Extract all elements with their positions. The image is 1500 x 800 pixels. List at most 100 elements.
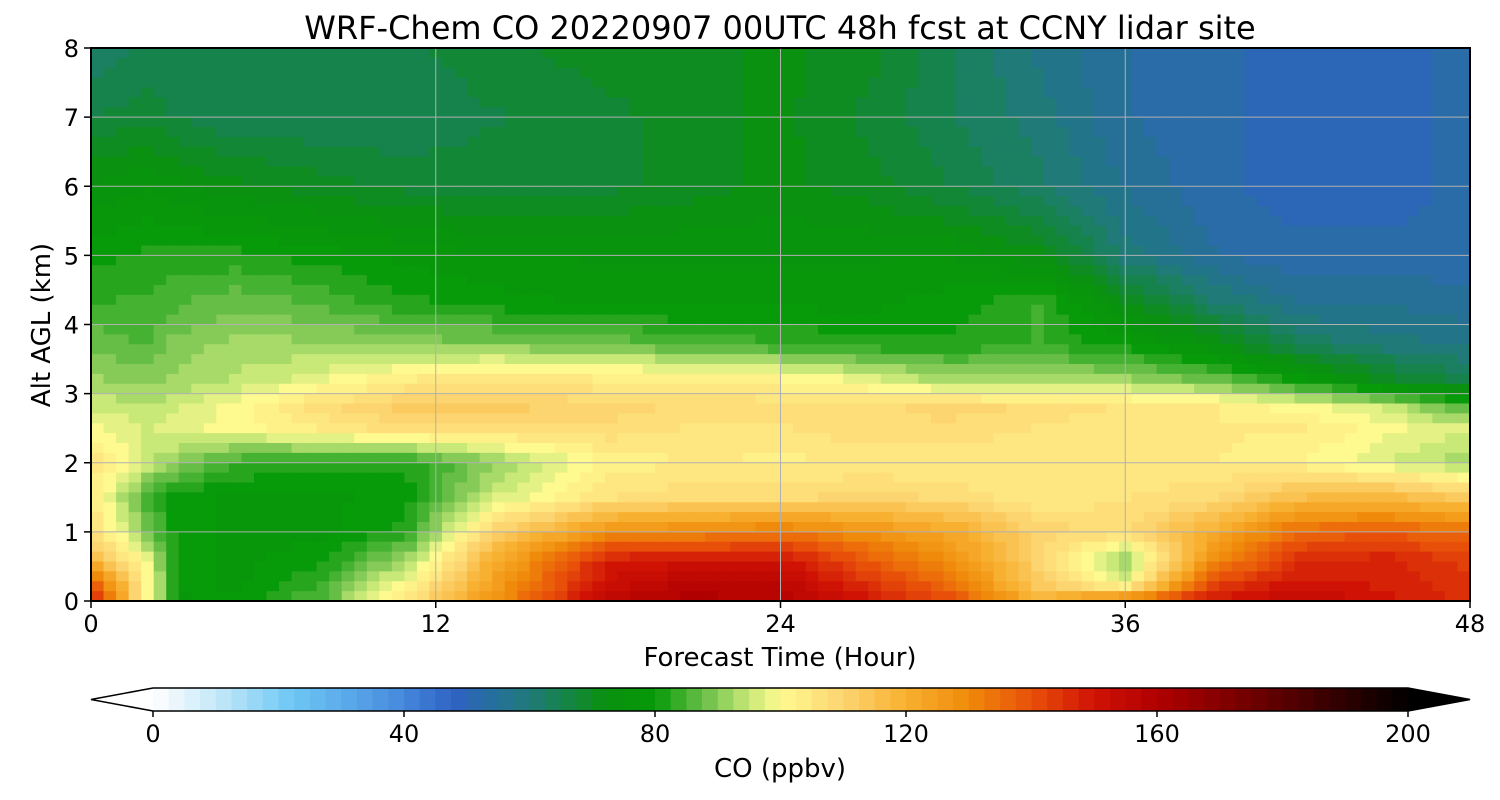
field-cell — [178, 403, 192, 414]
field-cell — [1394, 275, 1408, 286]
field-cell — [103, 383, 117, 395]
field-cell — [91, 403, 105, 414]
field-cell — [893, 127, 907, 138]
field-cell — [1068, 87, 1082, 98]
field-cell — [304, 245, 318, 256]
field-cell — [341, 107, 355, 118]
field-cell — [981, 364, 995, 375]
field-cell — [1307, 255, 1321, 266]
field-cell — [178, 225, 192, 237]
field-cell — [1169, 186, 1183, 197]
field-cell — [1169, 462, 1183, 474]
field-cell — [1093, 77, 1108, 89]
field-cell — [366, 67, 380, 79]
field-cell — [579, 97, 594, 108]
field-cell — [1181, 97, 1195, 108]
field-cell — [680, 146, 694, 158]
field-cell — [981, 482, 995, 493]
field-cell — [855, 67, 869, 79]
field-cell — [128, 57, 142, 69]
field-cell — [1181, 206, 1195, 217]
field-cell — [692, 433, 706, 444]
field-cell — [178, 77, 192, 89]
field-cell — [253, 443, 268, 454]
field-cell — [1056, 423, 1070, 434]
field-cell — [216, 206, 230, 217]
field-cell — [981, 462, 995, 474]
field-cell — [1181, 373, 1195, 385]
field-cell — [1006, 433, 1020, 444]
field-cell — [379, 225, 393, 237]
field-cell — [968, 324, 982, 335]
field-cell — [1281, 383, 1296, 395]
field-cell — [517, 77, 531, 89]
field-cell — [981, 136, 995, 148]
field-cell — [1332, 127, 1346, 138]
field-cell — [868, 324, 882, 335]
field-cell — [855, 393, 869, 405]
field-cell — [1244, 206, 1258, 217]
field-cell — [1432, 166, 1446, 177]
field-cell — [918, 255, 932, 266]
field-cell — [253, 97, 268, 108]
field-cell — [592, 107, 606, 118]
field-cell — [1018, 97, 1032, 108]
field-cell — [1068, 265, 1082, 276]
field-cell — [1344, 127, 1358, 138]
field-cell — [1219, 403, 1233, 414]
field-cell — [843, 393, 857, 405]
field-cell — [567, 433, 581, 444]
field-cell — [91, 235, 105, 247]
field-cell — [1294, 443, 1308, 454]
field-cell — [379, 97, 393, 108]
field-cell — [178, 146, 192, 158]
field-cell — [479, 285, 493, 296]
field-cell — [279, 364, 293, 375]
field-cell — [567, 373, 581, 385]
field-cell — [1043, 166, 1057, 177]
field-cell — [203, 294, 217, 306]
field-cell — [943, 117, 957, 128]
field-cell — [366, 413, 380, 424]
field-cell — [116, 225, 130, 237]
field-cell — [379, 294, 393, 306]
field-cell — [930, 186, 945, 197]
field-cell — [567, 117, 581, 128]
field-cell — [366, 334, 380, 345]
field-cell — [191, 176, 205, 187]
field-cell — [291, 156, 305, 168]
field-cell — [767, 472, 782, 484]
field-cell — [492, 77, 506, 89]
field-cell — [780, 452, 794, 464]
field-cell — [905, 482, 919, 493]
field-cell — [655, 186, 669, 197]
field-cell — [1256, 344, 1271, 355]
field-cell — [1244, 196, 1258, 207]
field-cell — [467, 117, 481, 128]
field-cell — [1056, 354, 1070, 365]
field-cell — [554, 215, 568, 227]
field-cell — [1419, 97, 1433, 108]
field-cell — [542, 245, 556, 256]
field-cell — [855, 127, 869, 138]
field-cell — [1206, 314, 1220, 326]
field-cell — [1144, 423, 1158, 434]
field-cell — [1369, 97, 1383, 108]
field-cell — [191, 146, 205, 158]
field-cell — [1344, 97, 1358, 108]
field-cell — [1131, 235, 1145, 247]
field-cell — [1307, 452, 1321, 464]
field-cell — [1357, 48, 1371, 59]
field-cell — [767, 127, 782, 138]
field-cell — [956, 245, 970, 256]
field-cell — [329, 245, 343, 256]
field-cell — [793, 383, 807, 395]
field-cell — [153, 265, 167, 276]
field-cell — [655, 433, 669, 444]
field-cell — [755, 67, 769, 79]
field-cell — [153, 314, 167, 326]
field-cell — [542, 304, 556, 316]
field-cell — [103, 127, 117, 138]
field-cell — [755, 196, 769, 207]
field-cell — [517, 245, 531, 256]
